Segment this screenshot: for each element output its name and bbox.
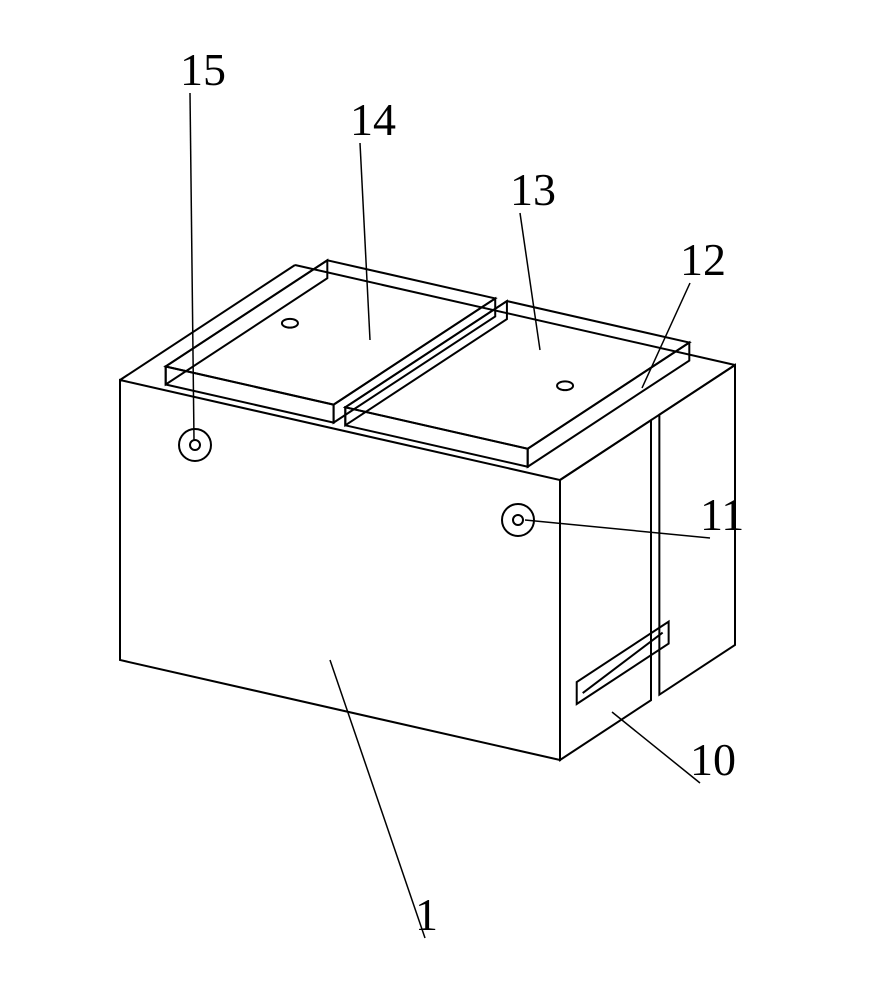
leader-lines <box>190 93 710 938</box>
top-hole-right <box>557 381 573 390</box>
leader-11 <box>525 520 710 538</box>
front-bolt-right-inner <box>513 515 523 525</box>
leader-1 <box>330 660 425 938</box>
front-bolt-left-outer <box>179 429 211 461</box>
top-back-edge <box>295 265 735 365</box>
label-15: 15 <box>180 44 226 95</box>
top-right-edge <box>560 365 735 480</box>
front-bolt-left-inner <box>190 440 200 450</box>
leader-10 <box>612 712 700 783</box>
top-strip-left-endcap <box>166 260 328 384</box>
front-face <box>120 380 560 760</box>
leader-12 <box>642 283 690 388</box>
label-1: 1 <box>415 889 438 940</box>
label-12: 12 <box>680 234 726 285</box>
label-13: 13 <box>510 164 556 215</box>
top-hole-left <box>282 319 298 328</box>
label-10: 10 <box>690 734 736 785</box>
technical-diagram: 15 14 13 12 11 10 1 <box>0 0 871 1000</box>
top-strip-right <box>345 301 689 449</box>
leader-14 <box>360 143 370 340</box>
top-strip-left <box>166 260 496 404</box>
label-14: 14 <box>350 94 396 145</box>
leader-15 <box>190 93 194 440</box>
top-groove-wall-left <box>334 298 496 422</box>
top-left-edge <box>120 265 295 380</box>
label-11: 11 <box>700 489 744 540</box>
top-strip-left-front <box>166 366 334 422</box>
isometric-box <box>120 260 735 760</box>
leader-13 <box>520 213 540 350</box>
